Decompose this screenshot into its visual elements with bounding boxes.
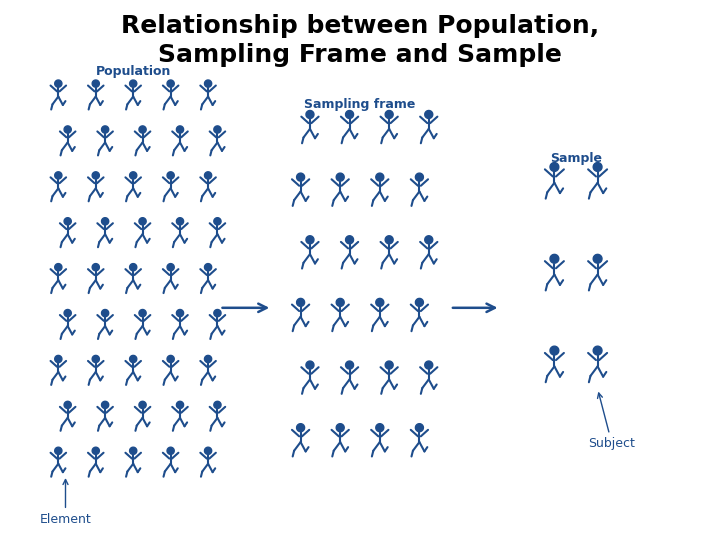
Polygon shape (139, 126, 146, 133)
Polygon shape (102, 401, 109, 408)
Polygon shape (130, 355, 137, 362)
Polygon shape (306, 236, 314, 244)
Text: Sampling frame: Sampling frame (305, 98, 415, 111)
Polygon shape (550, 346, 559, 355)
Polygon shape (214, 218, 221, 225)
Polygon shape (415, 424, 423, 431)
Polygon shape (204, 264, 212, 271)
Polygon shape (92, 264, 99, 271)
Polygon shape (102, 126, 109, 133)
Text: Population: Population (96, 65, 171, 78)
Text: Relationship between Population,
Sampling Frame and Sample: Relationship between Population, Samplin… (121, 14, 599, 67)
Polygon shape (425, 236, 433, 244)
Polygon shape (176, 218, 184, 225)
Polygon shape (167, 172, 174, 179)
Polygon shape (130, 172, 137, 179)
Polygon shape (55, 80, 62, 87)
Polygon shape (425, 361, 433, 369)
Polygon shape (102, 309, 109, 316)
Polygon shape (336, 424, 344, 431)
Polygon shape (593, 254, 602, 263)
Polygon shape (139, 218, 146, 225)
Polygon shape (64, 126, 71, 133)
Polygon shape (425, 111, 433, 118)
Polygon shape (176, 126, 184, 133)
Polygon shape (176, 309, 184, 316)
Polygon shape (376, 299, 384, 306)
Polygon shape (415, 299, 423, 306)
Polygon shape (176, 401, 184, 408)
Polygon shape (55, 172, 62, 179)
Polygon shape (167, 447, 174, 454)
Polygon shape (92, 447, 99, 454)
Polygon shape (336, 299, 344, 306)
Polygon shape (139, 401, 146, 408)
Polygon shape (92, 80, 99, 87)
Polygon shape (214, 126, 221, 133)
Polygon shape (385, 111, 393, 118)
Polygon shape (214, 309, 221, 316)
Polygon shape (297, 299, 305, 306)
Polygon shape (550, 163, 559, 171)
Polygon shape (376, 173, 384, 181)
Polygon shape (376, 424, 384, 431)
Polygon shape (139, 309, 146, 316)
Polygon shape (204, 447, 212, 454)
Polygon shape (204, 355, 212, 362)
Polygon shape (297, 173, 305, 181)
Polygon shape (306, 111, 314, 118)
Polygon shape (204, 172, 212, 179)
Text: Subject: Subject (588, 393, 636, 450)
Polygon shape (306, 361, 314, 369)
Polygon shape (55, 264, 62, 271)
Polygon shape (167, 264, 174, 271)
Polygon shape (130, 80, 137, 87)
Polygon shape (336, 173, 344, 181)
Text: Element: Element (40, 480, 91, 526)
Polygon shape (385, 236, 393, 244)
Polygon shape (593, 163, 602, 171)
Polygon shape (92, 355, 99, 362)
Polygon shape (297, 424, 305, 431)
Polygon shape (130, 264, 137, 271)
Polygon shape (346, 236, 354, 244)
Polygon shape (415, 173, 423, 181)
Polygon shape (130, 447, 137, 454)
Polygon shape (550, 254, 559, 263)
Polygon shape (55, 355, 62, 362)
Polygon shape (64, 309, 71, 316)
Polygon shape (64, 218, 71, 225)
Polygon shape (346, 361, 354, 369)
Polygon shape (102, 218, 109, 225)
Polygon shape (64, 401, 71, 408)
Polygon shape (385, 361, 393, 369)
Polygon shape (214, 401, 221, 408)
Polygon shape (204, 80, 212, 87)
Text: Sample: Sample (550, 152, 602, 165)
Polygon shape (346, 111, 354, 118)
Polygon shape (167, 355, 174, 362)
Polygon shape (593, 346, 602, 355)
Polygon shape (55, 447, 62, 454)
Polygon shape (167, 80, 174, 87)
Polygon shape (92, 172, 99, 179)
